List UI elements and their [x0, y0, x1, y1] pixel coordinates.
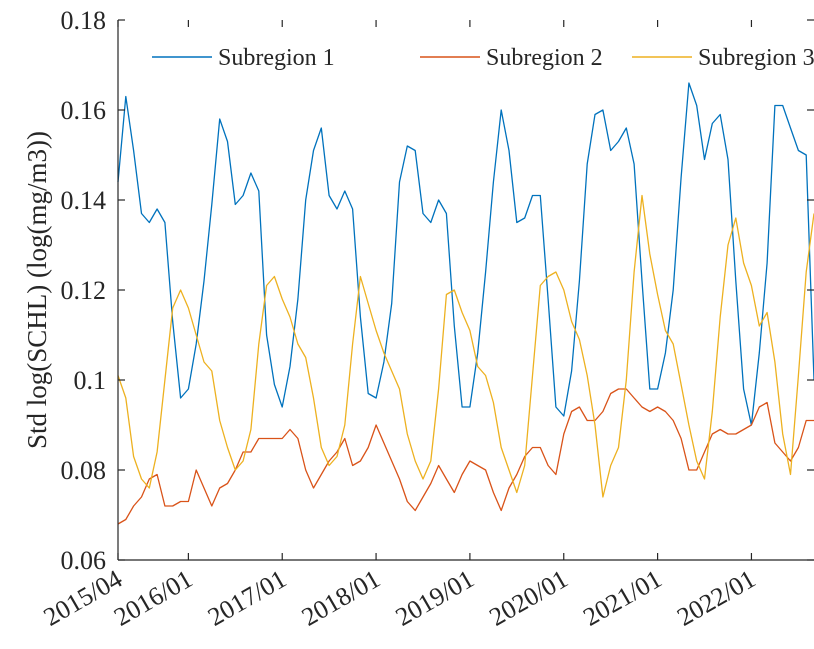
y-tick-label: 0.06 — [61, 546, 107, 575]
series-line-1 — [117, 82, 814, 426]
y-tick-label: 0.18 — [61, 6, 107, 35]
series-line-3 — [117, 194, 814, 498]
y-tick-label: 0.12 — [61, 276, 107, 305]
legend-label-3: Subregion 3 — [698, 45, 814, 71]
y-ticks: 0.06 0.08 0.1 0.12 0.14 0.16 0.18 — [61, 6, 814, 575]
legend-label-2: Subregion 2 — [486, 45, 603, 71]
x-tick-label: 2017/01 — [203, 564, 291, 632]
y-tick-label: 0.08 — [61, 456, 107, 485]
plot-area — [118, 20, 814, 560]
x-tick-label: 2022/01 — [672, 564, 760, 632]
x-tick-label: 2016/01 — [109, 564, 197, 632]
y-axis-title: Std log(SCHL) (log(mg/m3)) — [22, 131, 52, 449]
series-line-2 — [117, 388, 814, 525]
x-tick-label: 2021/01 — [578, 564, 666, 632]
y-tick-label: 0.16 — [61, 96, 107, 125]
series-lines — [117, 82, 814, 525]
y-tick-label: 0.14 — [61, 186, 107, 215]
x-tick-label: 2019/01 — [391, 564, 479, 632]
legend: Subregion 1 Subregion 2 Subregion 3 — [152, 45, 814, 71]
x-tick-label: 2020/01 — [484, 564, 572, 632]
legend-label-1: Subregion 1 — [218, 45, 335, 71]
x-tick-label: 2018/01 — [297, 564, 385, 632]
y-tick-label: 0.1 — [74, 366, 107, 395]
